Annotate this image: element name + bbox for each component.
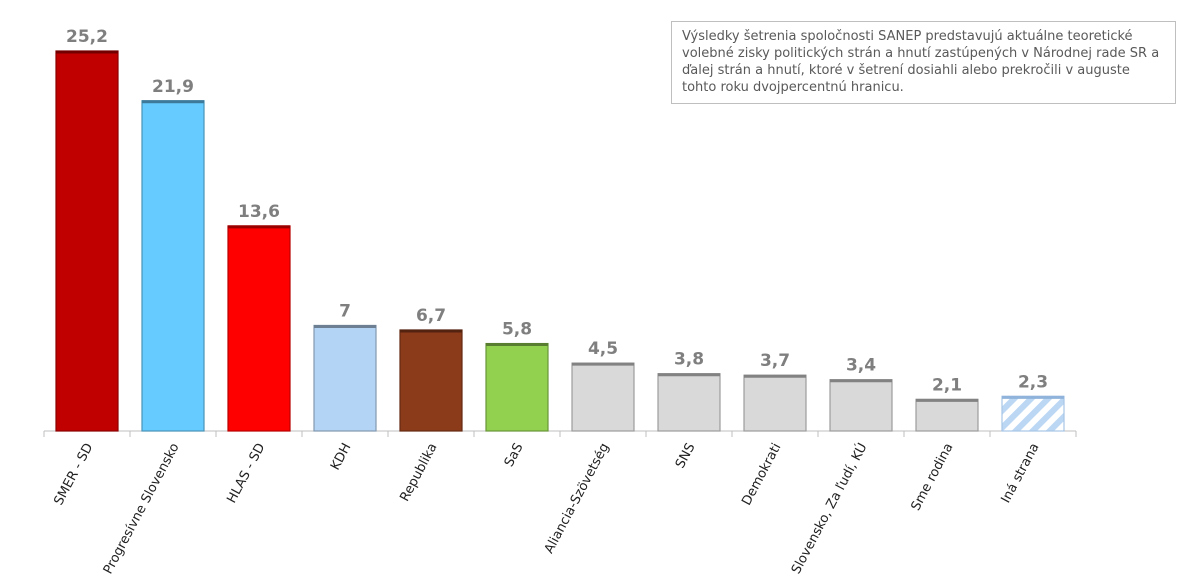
category-label: Slovensko, Za ľudí, KÚ [788, 440, 871, 576]
value-label: 21,9 [152, 77, 194, 97]
bar [1001, 395, 1065, 432]
bar [227, 225, 291, 432]
value-label: 25,2 [66, 27, 108, 47]
category-label: HLAS - SD [224, 441, 268, 506]
category-label: Demokrati [739, 441, 784, 508]
bar [313, 324, 377, 432]
bars [55, 50, 1065, 432]
value-label: 3,8 [674, 350, 704, 370]
category-label: Aliancia-Szövetség [542, 441, 613, 556]
value-label: 5,8 [502, 320, 532, 340]
category-label: SaS [502, 441, 527, 470]
bar [743, 374, 807, 432]
category-label: KDH [328, 441, 355, 473]
value-label: 7 [339, 301, 351, 321]
x-axis-ticks [43, 431, 1077, 437]
category-label: Republika [397, 441, 440, 504]
category-label: Sme rodina [908, 441, 956, 514]
value-label: 13,6 [238, 202, 280, 222]
category-label: Iná strana [999, 441, 1043, 506]
category-labels: SMER - SD Progresívne Slovensko HLAS - SD K… [51, 440, 1042, 576]
value-labels: 25,2 21,9 13,6 7 6,7 5,8 4,5 3,8 3,7 3,4 2,1 2,3 [66, 27, 1048, 395]
bar [485, 342, 549, 432]
bar [915, 398, 979, 432]
bar [141, 100, 205, 432]
category-label: Progresívne Slovensko [101, 441, 183, 577]
value-label: 2,3 [1018, 372, 1048, 392]
bar [829, 379, 893, 432]
value-label: 3,7 [760, 351, 790, 371]
category-label: SNS [673, 441, 699, 471]
value-label: 3,4 [846, 356, 876, 376]
bar [399, 329, 463, 432]
chart-note: Výsledky šetrenia spoločnosti SANEP pred… [671, 21, 1176, 104]
bar [55, 50, 119, 432]
bar [571, 362, 635, 432]
value-label: 2,1 [932, 375, 962, 395]
value-label: 4,5 [588, 339, 618, 359]
value-label: 6,7 [416, 306, 446, 326]
category-label: SMER - SD [51, 441, 96, 508]
bar [657, 373, 721, 432]
